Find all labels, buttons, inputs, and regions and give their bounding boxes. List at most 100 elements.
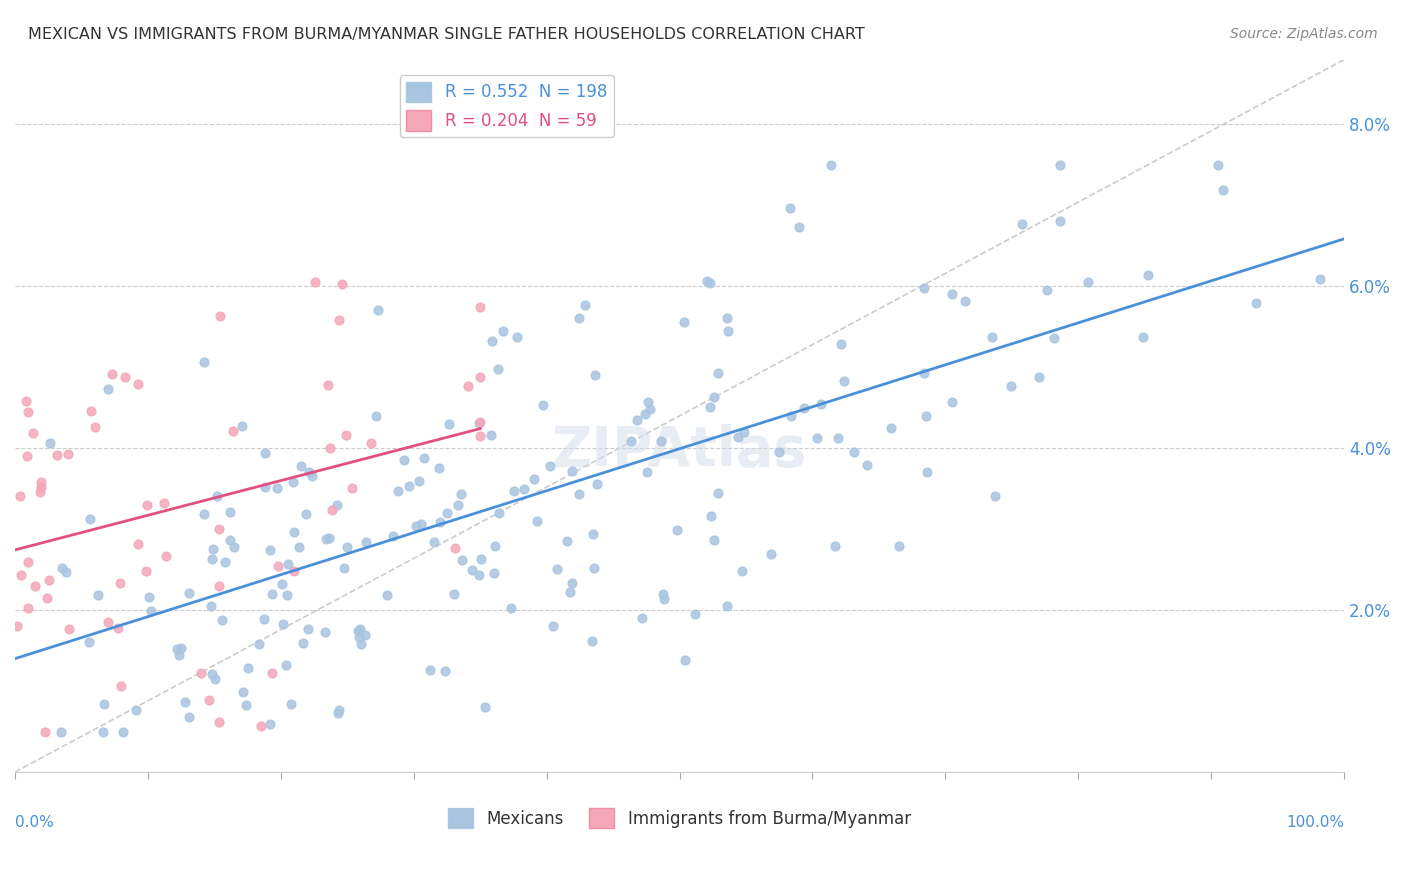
Point <box>222 424 245 438</box>
Point <box>34 724 56 739</box>
Point <box>696 274 718 288</box>
Point <box>955 293 977 308</box>
Point <box>336 541 359 555</box>
Point <box>650 434 672 448</box>
Point <box>14 393 37 408</box>
Point <box>17 601 39 615</box>
Point <box>941 286 963 301</box>
Point <box>733 425 755 439</box>
Point <box>470 415 492 429</box>
Text: MEXICAN VS IMMIGRANTS FROM BURMA/MYANMAR SINGLE FATHER HOUSEHOLDS CORRELATION CH: MEXICAN VS IMMIGRANTS FROM BURMA/MYANMAR… <box>28 27 865 42</box>
Point <box>717 324 740 338</box>
Point <box>716 310 738 325</box>
Point <box>292 636 315 650</box>
Point <box>6 618 28 632</box>
Point <box>204 673 226 687</box>
Point <box>427 461 450 475</box>
Text: 100.0%: 100.0% <box>1286 814 1344 830</box>
Point <box>316 377 339 392</box>
Point <box>201 541 224 556</box>
Point <box>315 532 337 546</box>
Point <box>408 475 430 489</box>
Point <box>333 561 356 575</box>
Point <box>707 486 730 500</box>
Point <box>585 477 607 491</box>
Point <box>568 487 591 501</box>
Point <box>135 564 157 578</box>
Point <box>319 442 342 456</box>
Point <box>446 498 468 512</box>
Point <box>259 717 281 731</box>
Point <box>253 480 276 494</box>
Point <box>398 479 420 493</box>
Point <box>283 564 305 578</box>
Point <box>887 539 910 553</box>
Point <box>177 585 200 599</box>
Point <box>582 527 605 541</box>
Point <box>820 158 842 172</box>
Point <box>830 336 852 351</box>
Point <box>30 475 52 490</box>
Point <box>405 518 427 533</box>
Point <box>77 635 100 649</box>
Point <box>981 330 1004 344</box>
Point <box>429 515 451 529</box>
Point <box>46 448 69 462</box>
Point <box>360 435 382 450</box>
Point <box>461 563 484 577</box>
Point <box>467 568 489 582</box>
Point <box>155 549 177 563</box>
Point <box>219 533 242 548</box>
Point <box>253 612 276 626</box>
Point <box>450 487 472 501</box>
Point <box>35 591 58 605</box>
Point <box>326 498 349 512</box>
Point <box>832 374 855 388</box>
Point <box>200 599 222 614</box>
Point <box>1136 268 1159 282</box>
Point <box>193 355 215 369</box>
Point <box>277 557 299 571</box>
Point <box>38 573 60 587</box>
Point <box>673 315 696 329</box>
Point <box>276 588 298 602</box>
Point <box>437 417 460 431</box>
Point <box>201 667 224 681</box>
Point <box>208 714 231 729</box>
Point <box>412 451 434 466</box>
Text: ZIPAtlas: ZIPAtlas <box>553 425 807 478</box>
Point <box>727 430 749 444</box>
Point <box>486 362 509 376</box>
Point <box>260 587 283 601</box>
Point <box>759 547 782 561</box>
Point <box>107 621 129 635</box>
Point <box>198 692 221 706</box>
Point <box>108 576 131 591</box>
Point <box>330 277 353 292</box>
Point <box>879 421 901 435</box>
Point <box>640 402 662 417</box>
Point <box>328 313 350 327</box>
Point <box>716 599 738 614</box>
Point <box>127 377 149 392</box>
Point <box>224 541 246 555</box>
Point <box>436 506 458 520</box>
Point <box>479 428 502 442</box>
Point <box>201 552 224 566</box>
Point <box>328 702 350 716</box>
Point <box>538 459 561 474</box>
Text: 0.0%: 0.0% <box>15 814 53 830</box>
Point <box>1049 158 1071 172</box>
Point <box>457 378 479 392</box>
Point <box>470 300 492 314</box>
Point <box>699 276 721 290</box>
Point <box>267 558 290 573</box>
Point <box>699 400 721 414</box>
Point <box>231 418 253 433</box>
Point <box>110 679 132 693</box>
Point <box>470 429 492 443</box>
Point <box>673 653 696 667</box>
Point <box>912 367 935 381</box>
Point <box>138 591 160 605</box>
Point <box>423 535 446 549</box>
